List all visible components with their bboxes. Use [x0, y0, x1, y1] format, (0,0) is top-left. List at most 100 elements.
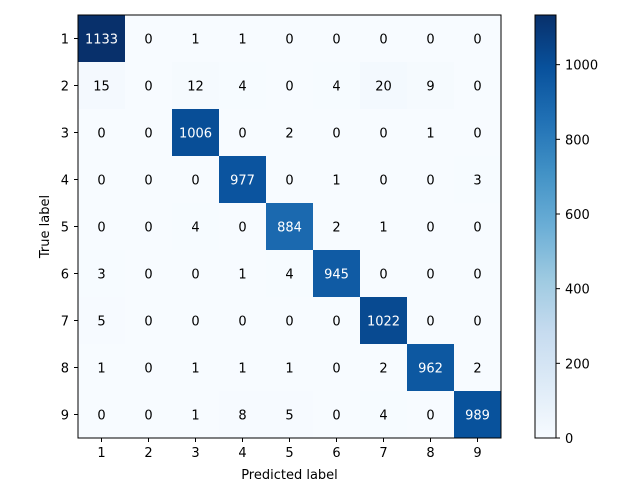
heatmap-cell: [266, 250, 313, 297]
heatmap-cell: [407, 297, 454, 344]
cell-value-label: 1: [426, 127, 434, 142]
cell-value-label: 0: [285, 315, 293, 330]
cell-value-label: 0: [473, 268, 481, 283]
cell-value-label: 962: [418, 362, 443, 377]
cell-value-label: 0: [426, 33, 434, 48]
y-axis-label: True label: [38, 195, 53, 259]
cell-value-label: 1: [332, 174, 340, 189]
heatmap-cell: [313, 391, 360, 438]
heatmap-cell: [125, 391, 172, 438]
heatmap-cell: [454, 203, 501, 250]
cell-value-label: 989: [465, 409, 490, 424]
heatmap-cell: [360, 203, 407, 250]
heatmap-cell: [407, 250, 454, 297]
cell-value-label: 884: [277, 221, 302, 236]
heatmap-cell: [454, 344, 501, 391]
cell-value-label: 4: [285, 268, 293, 283]
cell-value-label: 12: [187, 80, 204, 95]
cell-value-label: 0: [473, 315, 481, 330]
cell-value-label: 0: [191, 268, 199, 283]
heatmap-cell: [172, 297, 219, 344]
x-tick-label: 9: [473, 446, 481, 461]
cell-value-label: 0: [285, 80, 293, 95]
x-axis-label: Predicted label: [241, 468, 338, 480]
y-tick-label: 3: [61, 127, 69, 142]
colorbar: [534, 14, 557, 439]
heatmap-cell: [78, 15, 125, 62]
cell-value-label: 1: [97, 362, 105, 377]
cell-value-label: 977: [230, 174, 255, 189]
cell-value-label: 0: [426, 174, 434, 189]
x-tick-label: 1: [97, 446, 105, 461]
cell-value-label: 4: [238, 80, 246, 95]
cell-value-label: 0: [144, 362, 152, 377]
cell-value-label: 0: [332, 315, 340, 330]
cell-value-label: 20: [375, 80, 392, 95]
heatmap-cell: [78, 344, 125, 391]
heatmap-cell: [172, 156, 219, 203]
heatmap-cell: [125, 344, 172, 391]
heatmap-cell: [407, 109, 454, 156]
heatmap-cell: [454, 109, 501, 156]
y-tick-label: 8: [61, 362, 69, 377]
heatmap-cell: [266, 156, 313, 203]
heatmap-cell: [360, 156, 407, 203]
colorbar-tick-label: 1000: [565, 59, 598, 74]
cell-value-label: 1: [285, 362, 293, 377]
colorbar-tick-label: 800: [565, 133, 590, 148]
heatmap-cell: [266, 391, 313, 438]
cell-value-label: 0: [285, 174, 293, 189]
colorbar-tick-label: 0: [565, 432, 573, 447]
cell-value-label: 1: [191, 409, 199, 424]
heatmap-cell: [407, 391, 454, 438]
cell-value-label: 0: [144, 221, 152, 236]
y-tick-label: 9: [61, 409, 69, 424]
cell-value-label: 0: [426, 315, 434, 330]
heatmap-cell: [407, 62, 454, 109]
cell-value-label: 0: [426, 221, 434, 236]
cell-value-label: 1: [379, 221, 387, 236]
colorbar-ticks: 0 200 400 600 800 1000: [556, 59, 598, 447]
cell-value-label: 0: [144, 268, 152, 283]
heatmap-cell: [78, 156, 125, 203]
cell-value-label: 1022: [367, 315, 400, 330]
cell-value-label: 9: [426, 80, 434, 95]
heatmap-cell: [172, 203, 219, 250]
y-tick-label: 5: [61, 221, 69, 236]
cell-value-label: 15: [93, 80, 110, 95]
cell-value-label: 0: [332, 362, 340, 377]
cell-value-label: 0: [426, 409, 434, 424]
heatmap-cell: [78, 250, 125, 297]
heatmap-cell: [313, 344, 360, 391]
heatmap-cell: [360, 109, 407, 156]
x-tick-label: 5: [285, 446, 293, 461]
heatmap-cell: [454, 250, 501, 297]
cell-value-label: 3: [97, 268, 105, 283]
cell-value-label: 0: [379, 127, 387, 142]
heatmap-cell: [172, 391, 219, 438]
y-tick-label: 6: [61, 268, 69, 283]
cell-value-label: 2: [473, 362, 481, 377]
cell-value-label: 0: [285, 33, 293, 48]
cell-value-label: 1: [191, 362, 199, 377]
cell-value-label: 0: [97, 409, 105, 424]
cell-value-label: 0: [473, 33, 481, 48]
colorbar-tick-label: 400: [565, 283, 590, 298]
cell-value-label: 1133: [85, 33, 118, 48]
x-axis-ticks: 1 2 3 4 5 6 7 8 9: [97, 438, 482, 461]
heatmap-cell: [125, 109, 172, 156]
x-tick-label: 7: [379, 446, 387, 461]
colorbar-tick-label: 600: [565, 208, 590, 223]
cell-value-label: 0: [332, 127, 340, 142]
heatmap-cell: [313, 15, 360, 62]
heatmap-cell: [266, 109, 313, 156]
y-tick-label: 2: [61, 80, 69, 95]
cell-value-label: 0: [426, 268, 434, 283]
x-tick-label: 4: [238, 446, 246, 461]
heatmap-cell: [454, 297, 501, 344]
heatmap-cell: [454, 156, 501, 203]
heatmap-cell: [125, 156, 172, 203]
heatmap-cell: [219, 344, 266, 391]
heatmap-cell: [360, 15, 407, 62]
